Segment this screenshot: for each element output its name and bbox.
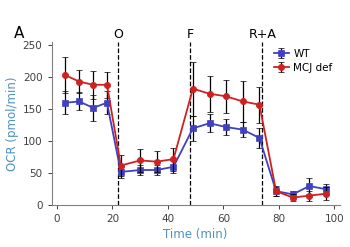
Text: R+A: R+A <box>248 28 276 41</box>
Text: O: O <box>113 28 123 41</box>
X-axis label: Time (min): Time (min) <box>163 228 228 242</box>
Legend: WT, MCJ def: WT, MCJ def <box>272 47 335 75</box>
Y-axis label: OCR (pmol/min): OCR (pmol/min) <box>6 76 19 171</box>
Text: A: A <box>14 25 24 41</box>
Text: F: F <box>187 28 194 41</box>
